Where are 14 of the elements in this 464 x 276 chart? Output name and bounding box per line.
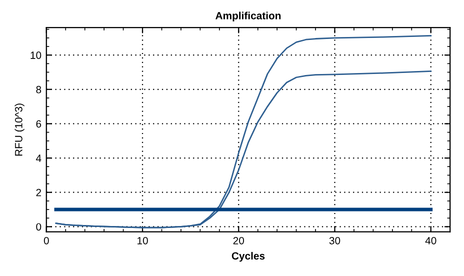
- y-tick-label: 10: [30, 52, 42, 59]
- y-tick-label: 0: [36, 223, 42, 231]
- x-axis-title: Cycles: [232, 252, 265, 262]
- x-tick-label: 30: [329, 236, 340, 244]
- y-tick-label: 8: [36, 86, 42, 94]
- x-tick-label: 40: [425, 236, 436, 244]
- x-tick-label: 20: [233, 236, 244, 244]
- y-tick-label: 6: [36, 120, 42, 128]
- y-tick-label: 2: [36, 188, 42, 196]
- y-tick-label: 4: [36, 154, 42, 162]
- y-axis-title: RFU (10^3): [14, 104, 24, 156]
- chart-title: Amplification: [216, 12, 281, 22]
- x-tick-label: 10: [138, 236, 148, 244]
- x-tick-label: 0: [44, 236, 49, 244]
